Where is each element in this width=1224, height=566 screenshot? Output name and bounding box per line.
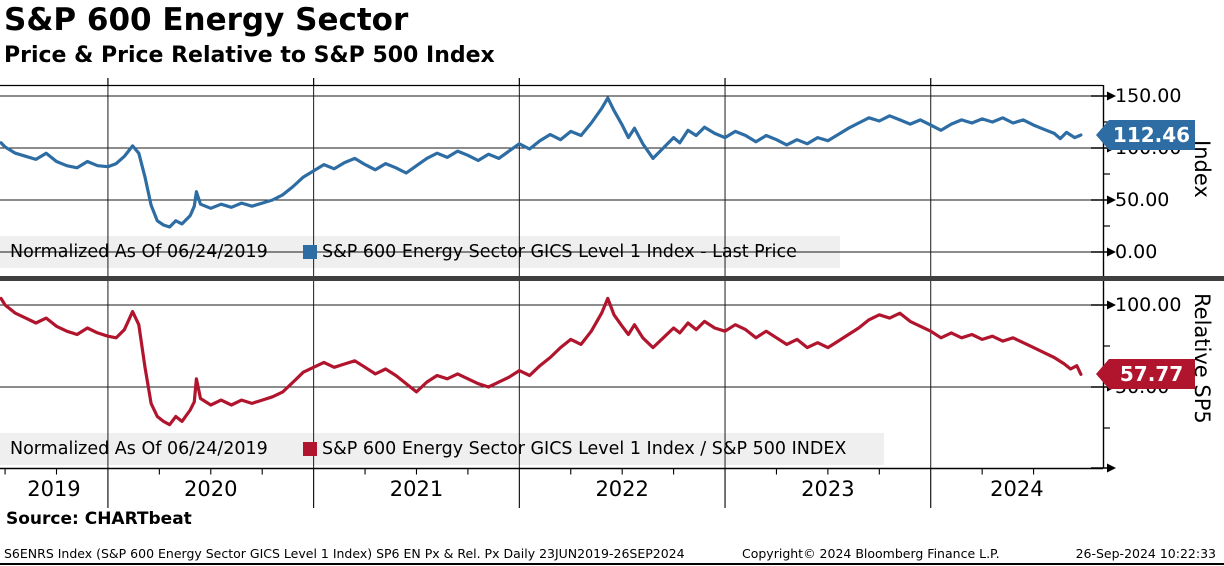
y-tick-arrow-icon [1107, 463, 1116, 473]
panel-separator [0, 276, 1224, 281]
price-line [0, 96, 1083, 229]
bottom-rule [0, 563, 1224, 565]
y-tick-arrow-icon [1107, 382, 1116, 392]
price-line [0, 296, 1083, 427]
legend-background [0, 433, 884, 465]
y-tick-arrow-icon [1107, 91, 1116, 101]
y-tick-arrow-icon [1107, 195, 1116, 205]
y-tick-arrow-icon [1107, 143, 1116, 153]
y-tick-arrow-icon [1107, 300, 1116, 310]
y-tick-arrow-icon [1107, 247, 1116, 257]
